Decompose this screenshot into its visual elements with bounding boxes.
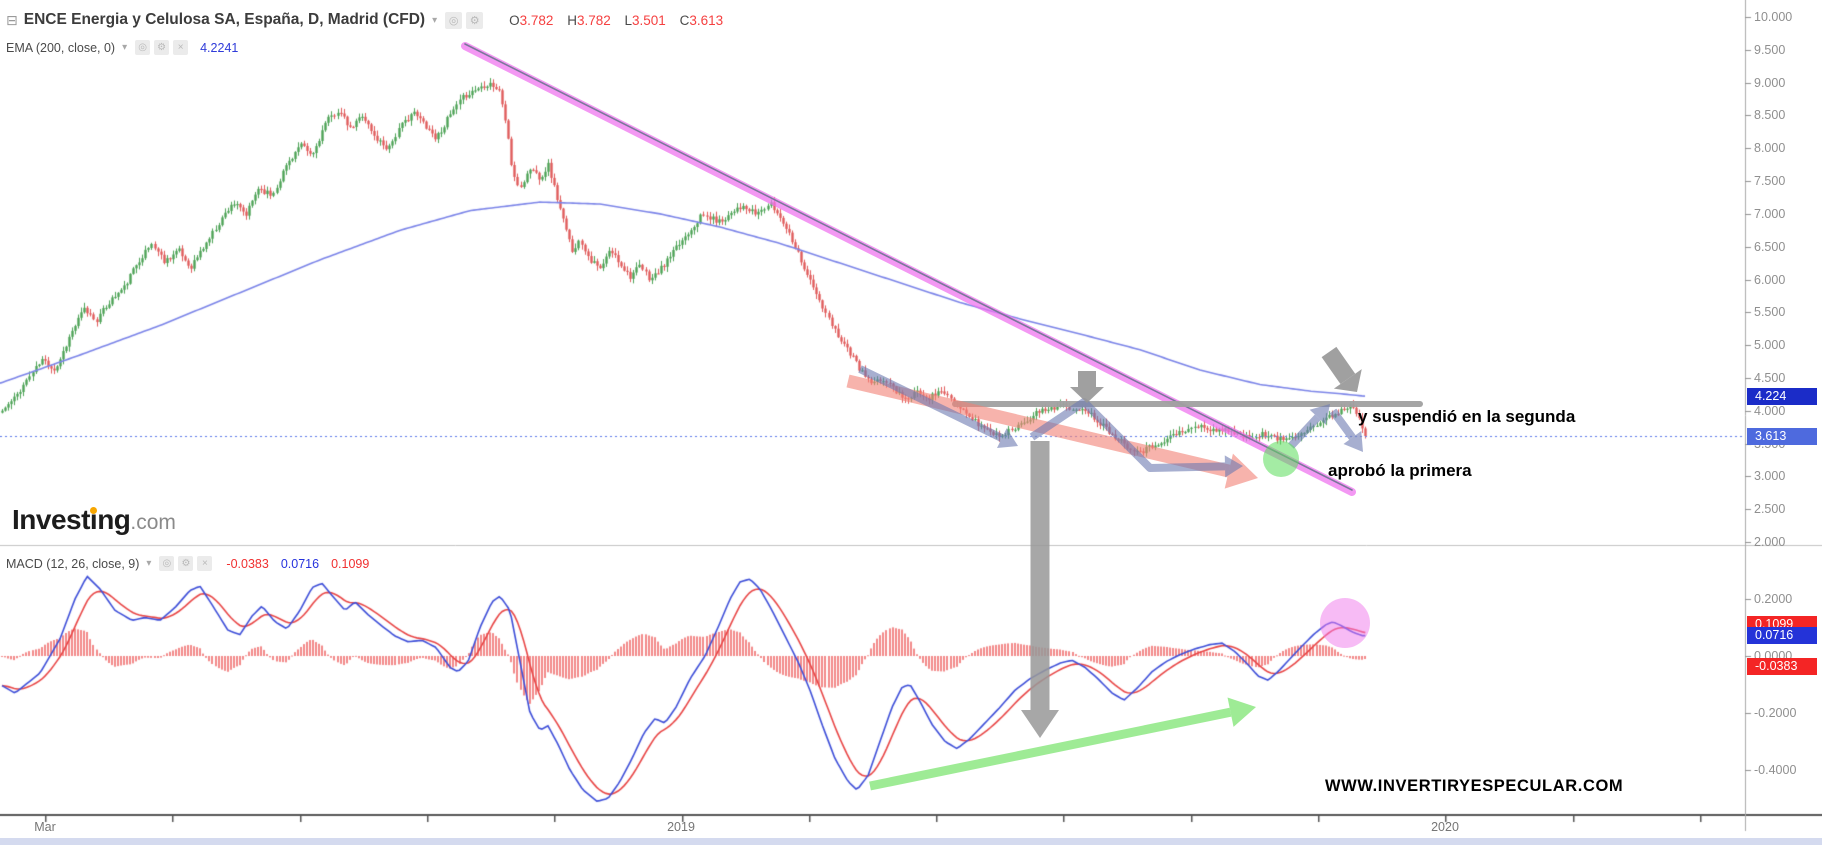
symbol-legend-row: ⊟ ENCE Energia y Celulosa SA, España, D,…: [6, 11, 723, 29]
macd-tick-label: -0.4000: [1754, 763, 1797, 777]
investing-logo-text: Investing: [12, 504, 131, 535]
logo-orange-dot-icon: [90, 507, 97, 514]
open-label: O: [509, 12, 520, 28]
visibility-icon[interactable]: ◎: [135, 40, 151, 55]
macd-tick-label: -0.2000: [1754, 706, 1797, 720]
price-tick-label: 2.000: [1754, 535, 1786, 550]
price-tick-label: 5.000: [1754, 338, 1786, 353]
price-tick-label: 3.000: [1754, 469, 1786, 484]
visibility-icon[interactable]: ◎: [445, 11, 463, 29]
settings-gear-icon[interactable]: ⚙: [178, 556, 194, 571]
settings-gear-icon[interactable]: ⚙: [466, 11, 484, 29]
price-tag-0.0716: 0.0716: [1747, 627, 1817, 645]
bottom-strip: [0, 838, 1822, 845]
price-tick-label: 6.500: [1754, 239, 1786, 254]
price-tag--0.0383: -0.0383: [1747, 658, 1817, 676]
macd-signal-value: 0.1099: [331, 556, 370, 571]
symbol-title[interactable]: ENCE Energia y Celulosa SA, España, D, M…: [23, 11, 426, 28]
macd-hist-value: -0.0383: [226, 556, 269, 571]
ohlc-readout: O3.782 H3.782 L3.501 C3.613: [499, 13, 723, 28]
investing-logo-tld: .com: [130, 511, 176, 534]
investing-watermark: Investing.com: [12, 504, 176, 536]
macd-tick-label: 0.2000: [1754, 592, 1793, 606]
price-tag-3.613: 3.613: [1747, 427, 1817, 445]
chevron-down-icon[interactable]: ▾: [122, 42, 128, 53]
price-tick-label: 9.000: [1754, 75, 1786, 90]
annotation-text-suspendio[interactable]: y suspendió en la segunda: [1358, 407, 1576, 426]
close-icon[interactable]: ×: [197, 556, 213, 571]
price-tick-label: 2.500: [1754, 502, 1786, 517]
close-value: 3.613: [689, 12, 724, 28]
price-tick-label: 10.000: [1754, 10, 1793, 24]
price-tick-label: 5.500: [1754, 305, 1786, 320]
settings-gear-icon[interactable]: ⚙: [154, 40, 170, 55]
price-tag-4.224: 4.224: [1747, 387, 1817, 405]
high-label: H: [567, 12, 577, 28]
price-tick-label: 6.000: [1754, 272, 1786, 287]
time-axis-label: 2019: [667, 820, 695, 834]
low-value: 3.501: [632, 12, 666, 28]
price-tick-label: 8.500: [1754, 108, 1786, 123]
macd-line-value: 0.0716: [280, 556, 320, 571]
low-label: L: [624, 12, 633, 28]
ema-legend-row: EMA (200, close, 0) ▾ ◎ ⚙ × 4.2241: [6, 40, 238, 55]
close-icon[interactable]: ×: [173, 40, 189, 55]
chevron-down-icon[interactable]: ▾: [146, 558, 152, 569]
time-axis-label: Mar: [34, 820, 56, 834]
ema-value: 4.2241: [200, 40, 239, 55]
price-tick-label: 9.500: [1754, 42, 1786, 57]
chevron-down-icon[interactable]: ▾: [432, 14, 438, 26]
macd-label[interactable]: MACD (12, 26, close, 9): [6, 556, 140, 571]
price-tick-label: 4.500: [1754, 370, 1786, 385]
macd-legend-row: MACD (12, 26, close, 9) ▾ ◎ ⚙ × -0.0383 …: [6, 556, 369, 571]
time-axis-label: 2020: [1431, 820, 1459, 834]
visibility-icon[interactable]: ◎: [159, 556, 175, 571]
annotation-website-text[interactable]: WWW.INVERTIRYESPECULAR.COM: [1325, 777, 1624, 795]
open-value: 3.782: [519, 12, 554, 28]
price-tick-label: 7.000: [1754, 206, 1786, 221]
collapse-icon[interactable]: ⊟: [6, 11, 18, 28]
price-tick-label: 4.000: [1754, 403, 1786, 418]
ema-label[interactable]: EMA (200, close, 0): [6, 40, 116, 55]
price-tick-label: 8.000: [1754, 141, 1786, 156]
close-label: C: [679, 12, 690, 28]
price-tick-label: 7.500: [1754, 174, 1786, 189]
annotation-text-aprobo[interactable]: aprobó la primera: [1328, 461, 1472, 480]
high-value: 3.782: [576, 12, 611, 28]
